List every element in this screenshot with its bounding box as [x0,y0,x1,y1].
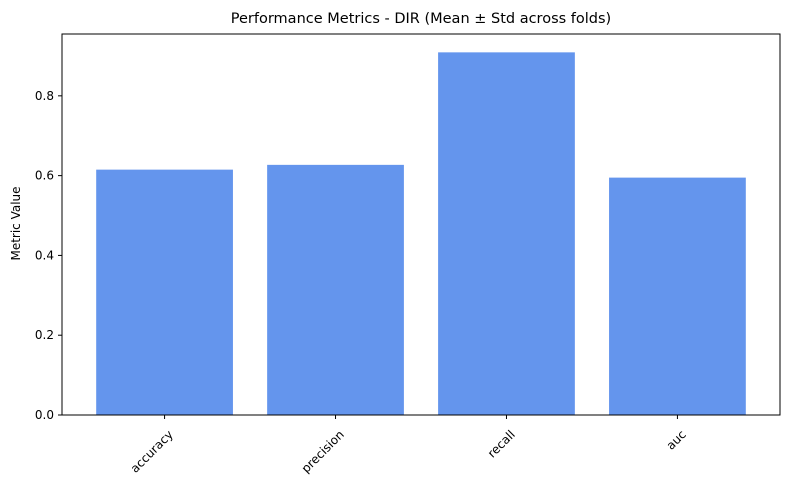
x-tick-label-auc: auc [664,427,689,452]
y-axis-label: Metric Value [9,186,23,260]
x-tick-label-recall: recall [485,427,518,460]
bar-accuracy [96,169,233,415]
chart-title: Performance Metrics - DIR (Mean ± Std ac… [231,11,611,27]
y-axis: 0.0 0.2 0.4 0.6 0.8 [35,89,62,422]
y-tick-label: 0.6 [35,169,54,183]
bar-auc [609,177,746,415]
y-tick-label: 0.4 [35,248,54,262]
y-tick-label: 0.0 [35,408,54,422]
y-tick-label: 0.8 [35,89,54,103]
y-tick-label: 0.2 [35,328,54,342]
bar-precision [267,164,404,415]
bars-layer [96,52,746,415]
bar-recall [438,52,575,415]
x-axis: accuracy precision recall auc [128,415,689,476]
plot-frame [61,33,781,416]
x-tick-label-accuracy: accuracy [128,427,176,475]
x-tick-label-precision: precision [299,427,347,475]
